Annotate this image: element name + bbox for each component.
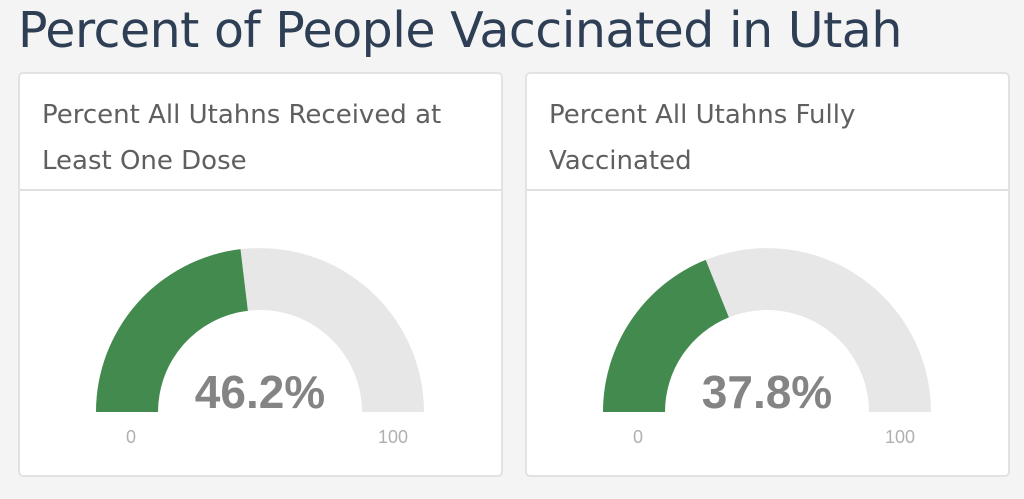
gauge-max-label: 100 — [885, 427, 915, 447]
gauge-card-fully-vaccinated: Percent All Utahns Fully Vaccinated 37.8… — [525, 72, 1010, 477]
gauge-chart: 37.8% 0 100 — [603, 248, 931, 447]
gauge-fill — [96, 249, 248, 412]
gauge-max-label: 100 — [378, 427, 408, 447]
gauge-value: 46.2% — [195, 366, 325, 418]
page-title: Percent of People Vaccinated in Utah — [18, 2, 902, 59]
gauge-min-label: 0 — [126, 427, 136, 447]
gauge-chart: 46.2% 0 100 — [96, 248, 424, 447]
card-title: Percent All Utahns Fully Vaccinated — [527, 74, 1008, 191]
gauge-value: 37.8% — [702, 366, 832, 418]
card-title: Percent All Utahns Received at Least One… — [20, 74, 501, 191]
gauge-card-one-dose: Percent All Utahns Received at Least One… — [18, 72, 503, 477]
gauge-min-label: 0 — [633, 427, 643, 447]
gauge-fill — [603, 259, 729, 412]
